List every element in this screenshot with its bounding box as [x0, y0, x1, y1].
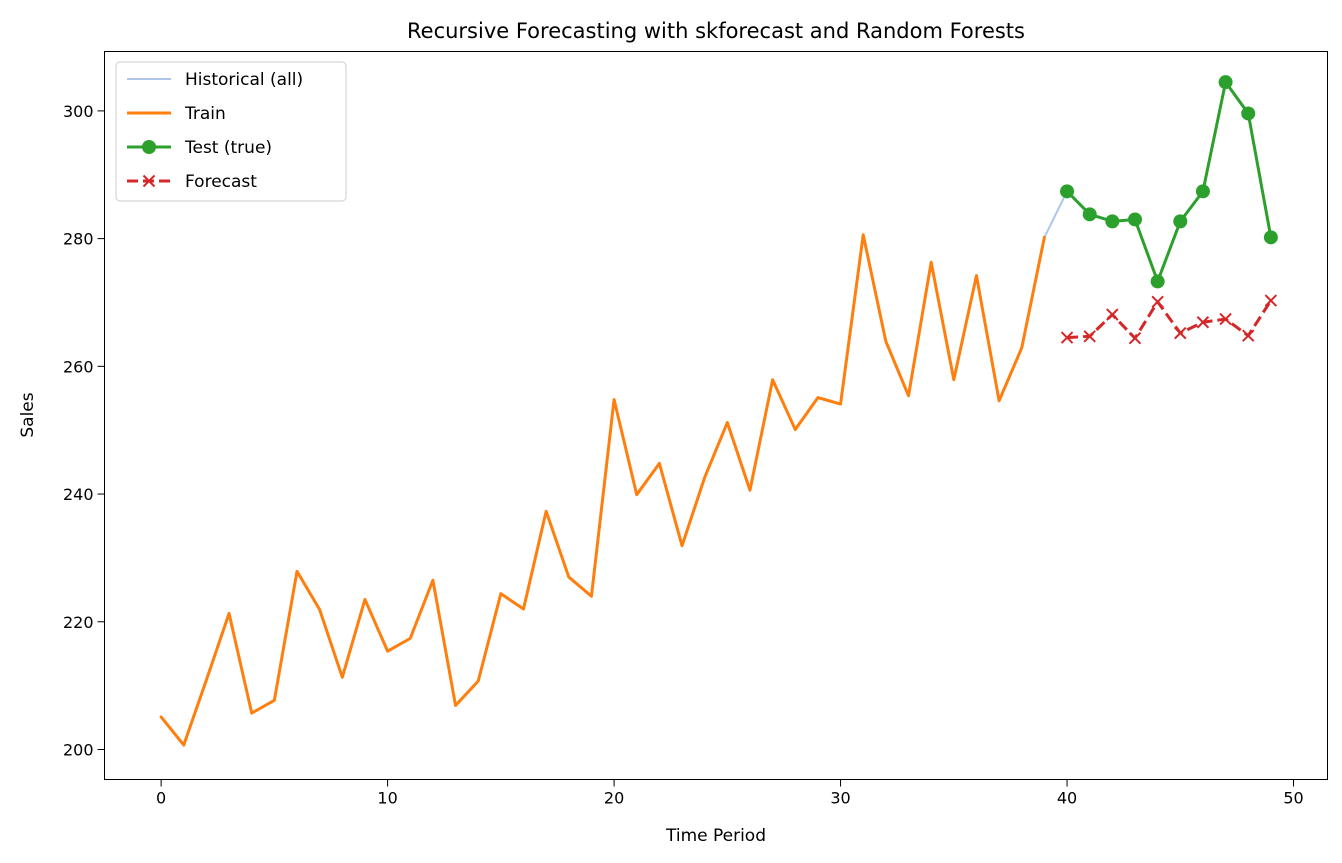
- series-line: [159, 233, 1046, 747]
- data-point: [1241, 106, 1256, 121]
- data-point: [1106, 308, 1119, 321]
- y-tick-label: 240: [63, 485, 94, 504]
- x-tick-label: 40: [1057, 789, 1077, 808]
- legend-box: [115, 61, 347, 202]
- legend-label: Test (true): [184, 138, 272, 158]
- data-point: [1060, 331, 1074, 344]
- series-line: [1065, 80, 1273, 283]
- data-point: [1195, 184, 1210, 199]
- data-point: [1060, 184, 1075, 199]
- data-point: [1264, 294, 1278, 307]
- y-axis-label: Sales: [18, 392, 38, 437]
- data-point: [1219, 312, 1232, 326]
- x-axis-label: Time Period: [665, 826, 766, 846]
- legend-entry-test-true: Test (true): [127, 138, 272, 158]
- x-tick-label: 20: [604, 789, 624, 808]
- y-tick-label: 300: [63, 102, 94, 121]
- plot-area: [104, 51, 1328, 780]
- data-point: [1173, 214, 1188, 229]
- legend-entry-train: Train: [127, 104, 226, 124]
- data-point: [1083, 330, 1096, 343]
- series-test-true: [1060, 75, 1278, 289]
- legend-entry-historical-all: Historical (all): [127, 70, 303, 90]
- legend-label: Train: [184, 104, 226, 124]
- x-tick-label: 0: [156, 789, 166, 808]
- series-layer: [159, 75, 1278, 747]
- data-point: [1218, 75, 1233, 90]
- x-tick-label: 10: [377, 789, 397, 808]
- y-axis: 200 220 240 260 280 300: [63, 102, 105, 759]
- y-tick-label: 220: [63, 613, 94, 632]
- data-point: [1128, 332, 1142, 345]
- data-point: [1105, 214, 1120, 229]
- data-point: [1263, 230, 1278, 245]
- series-train: [159, 233, 1046, 747]
- series-historical-all: [1043, 190, 1069, 239]
- legend-marker: [142, 140, 156, 154]
- data-point: [1196, 316, 1210, 329]
- data-point: [1150, 274, 1165, 289]
- legend-entry-forecast: Forecast: [127, 172, 257, 192]
- legend: Historical (all) Train Test (true) Forecast: [115, 61, 347, 202]
- y-tick-label: 200: [63, 740, 94, 759]
- y-tick-label: 260: [63, 357, 94, 376]
- legend-marker: [142, 174, 156, 188]
- y-tick-label: 280: [63, 230, 94, 249]
- data-point: [1174, 326, 1187, 340]
- legend-label: Forecast: [185, 172, 257, 192]
- series-line: [1066, 299, 1273, 340]
- data-point: [1082, 207, 1097, 222]
- data-point: [1151, 295, 1164, 309]
- chart-title: Recursive Forecasting with skforecast an…: [407, 19, 1025, 43]
- x-axis: 0 10 20 30 40 50: [156, 779, 1304, 808]
- x-tick-label: 30: [830, 789, 850, 808]
- data-point: [1242, 329, 1255, 342]
- series-forecast: [1060, 294, 1278, 345]
- legend-label: Historical (all): [185, 70, 303, 90]
- series-line: [1043, 190, 1069, 239]
- data-point: [1127, 212, 1142, 227]
- x-tick-label: 50: [1283, 789, 1303, 808]
